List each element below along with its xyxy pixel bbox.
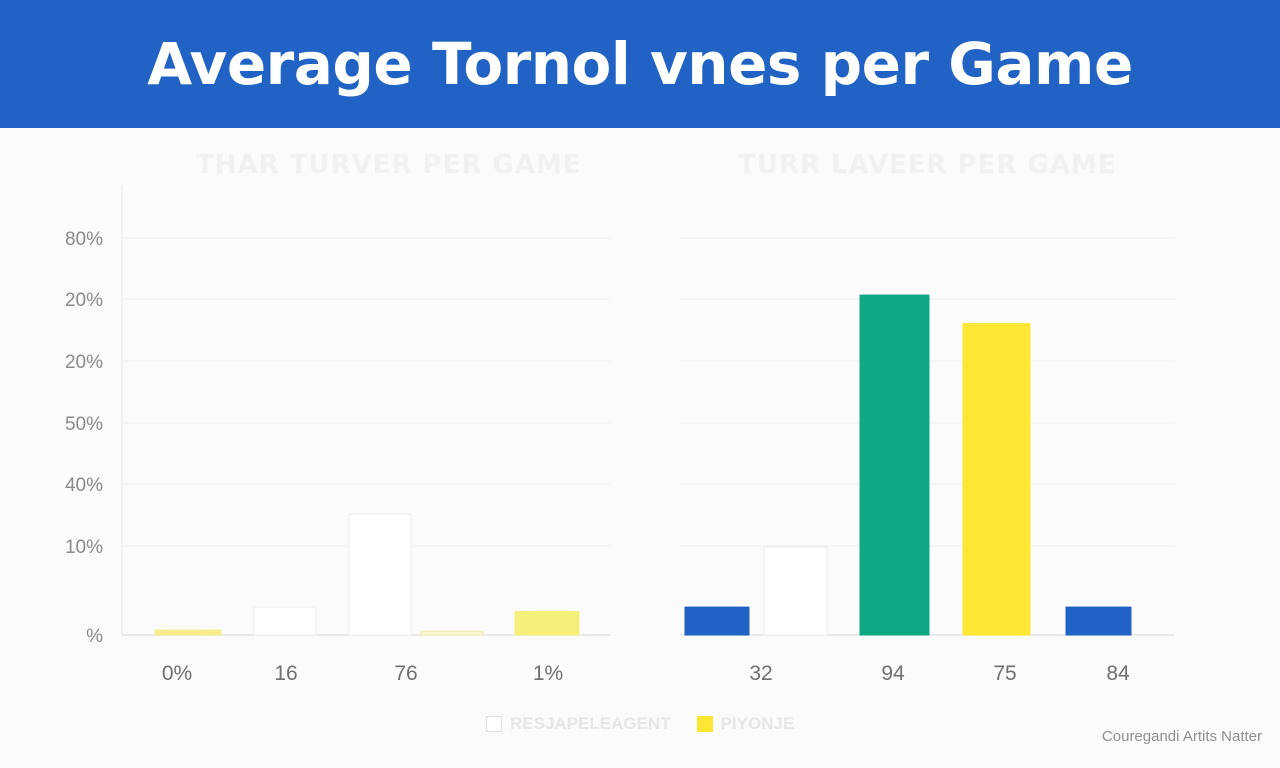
x-tick-label: 76 <box>394 662 417 685</box>
legend-label-2: PIYONJE <box>720 714 795 733</box>
page-title: Average Tornol vnes per Game <box>147 30 1133 98</box>
y-tick-label: 10% <box>65 537 103 558</box>
x-tick-label: 94 <box>881 662 905 685</box>
y-tick-label: 40% <box>65 475 103 496</box>
bar-left-5 <box>514 610 580 636</box>
bar-left-4 <box>420 630 484 636</box>
bar-right-3 <box>859 294 930 636</box>
y-tick-label: 50% <box>65 414 103 435</box>
x-tick-label: 75 <box>993 662 1016 685</box>
y-tick-label: 20% <box>65 290 103 311</box>
footer-credit: Couregandi Artits Natter <box>1101 728 1262 745</box>
x-tick-label: 0% <box>162 662 192 685</box>
legend-swatch-2 <box>696 716 713 732</box>
bar-right-1 <box>684 606 750 636</box>
y-tick-label: 80% <box>65 229 103 250</box>
x-tick-label: 16 <box>274 662 297 685</box>
title-banner: Average Tornol vnes per Game <box>0 0 1280 128</box>
x-tick-label: 84 <box>1106 662 1130 685</box>
left-panel-title: THAR TURVER PER GAME <box>196 150 582 180</box>
legend-label-1: RESJAPELEAGENT <box>510 714 671 733</box>
bar-left-1 <box>154 629 222 636</box>
right-panel-title: TURR LAVEER PER GAME <box>738 150 1117 180</box>
bar-left-2 <box>253 606 317 636</box>
legend: RESJAPELEAGENT PIYONJE <box>486 714 812 734</box>
x-tick-label: 32 <box>749 662 772 685</box>
bar-left-3 <box>348 513 412 636</box>
legend-swatch-1 <box>486 716 502 732</box>
bar-right-5 <box>1065 606 1132 636</box>
bar-right-4 <box>962 323 1031 636</box>
x-tick-label: 1% <box>533 662 563 685</box>
bar-right-2 <box>763 546 828 636</box>
y-tick-label: 20% <box>65 352 103 373</box>
y-tick-label: % <box>86 626 103 647</box>
